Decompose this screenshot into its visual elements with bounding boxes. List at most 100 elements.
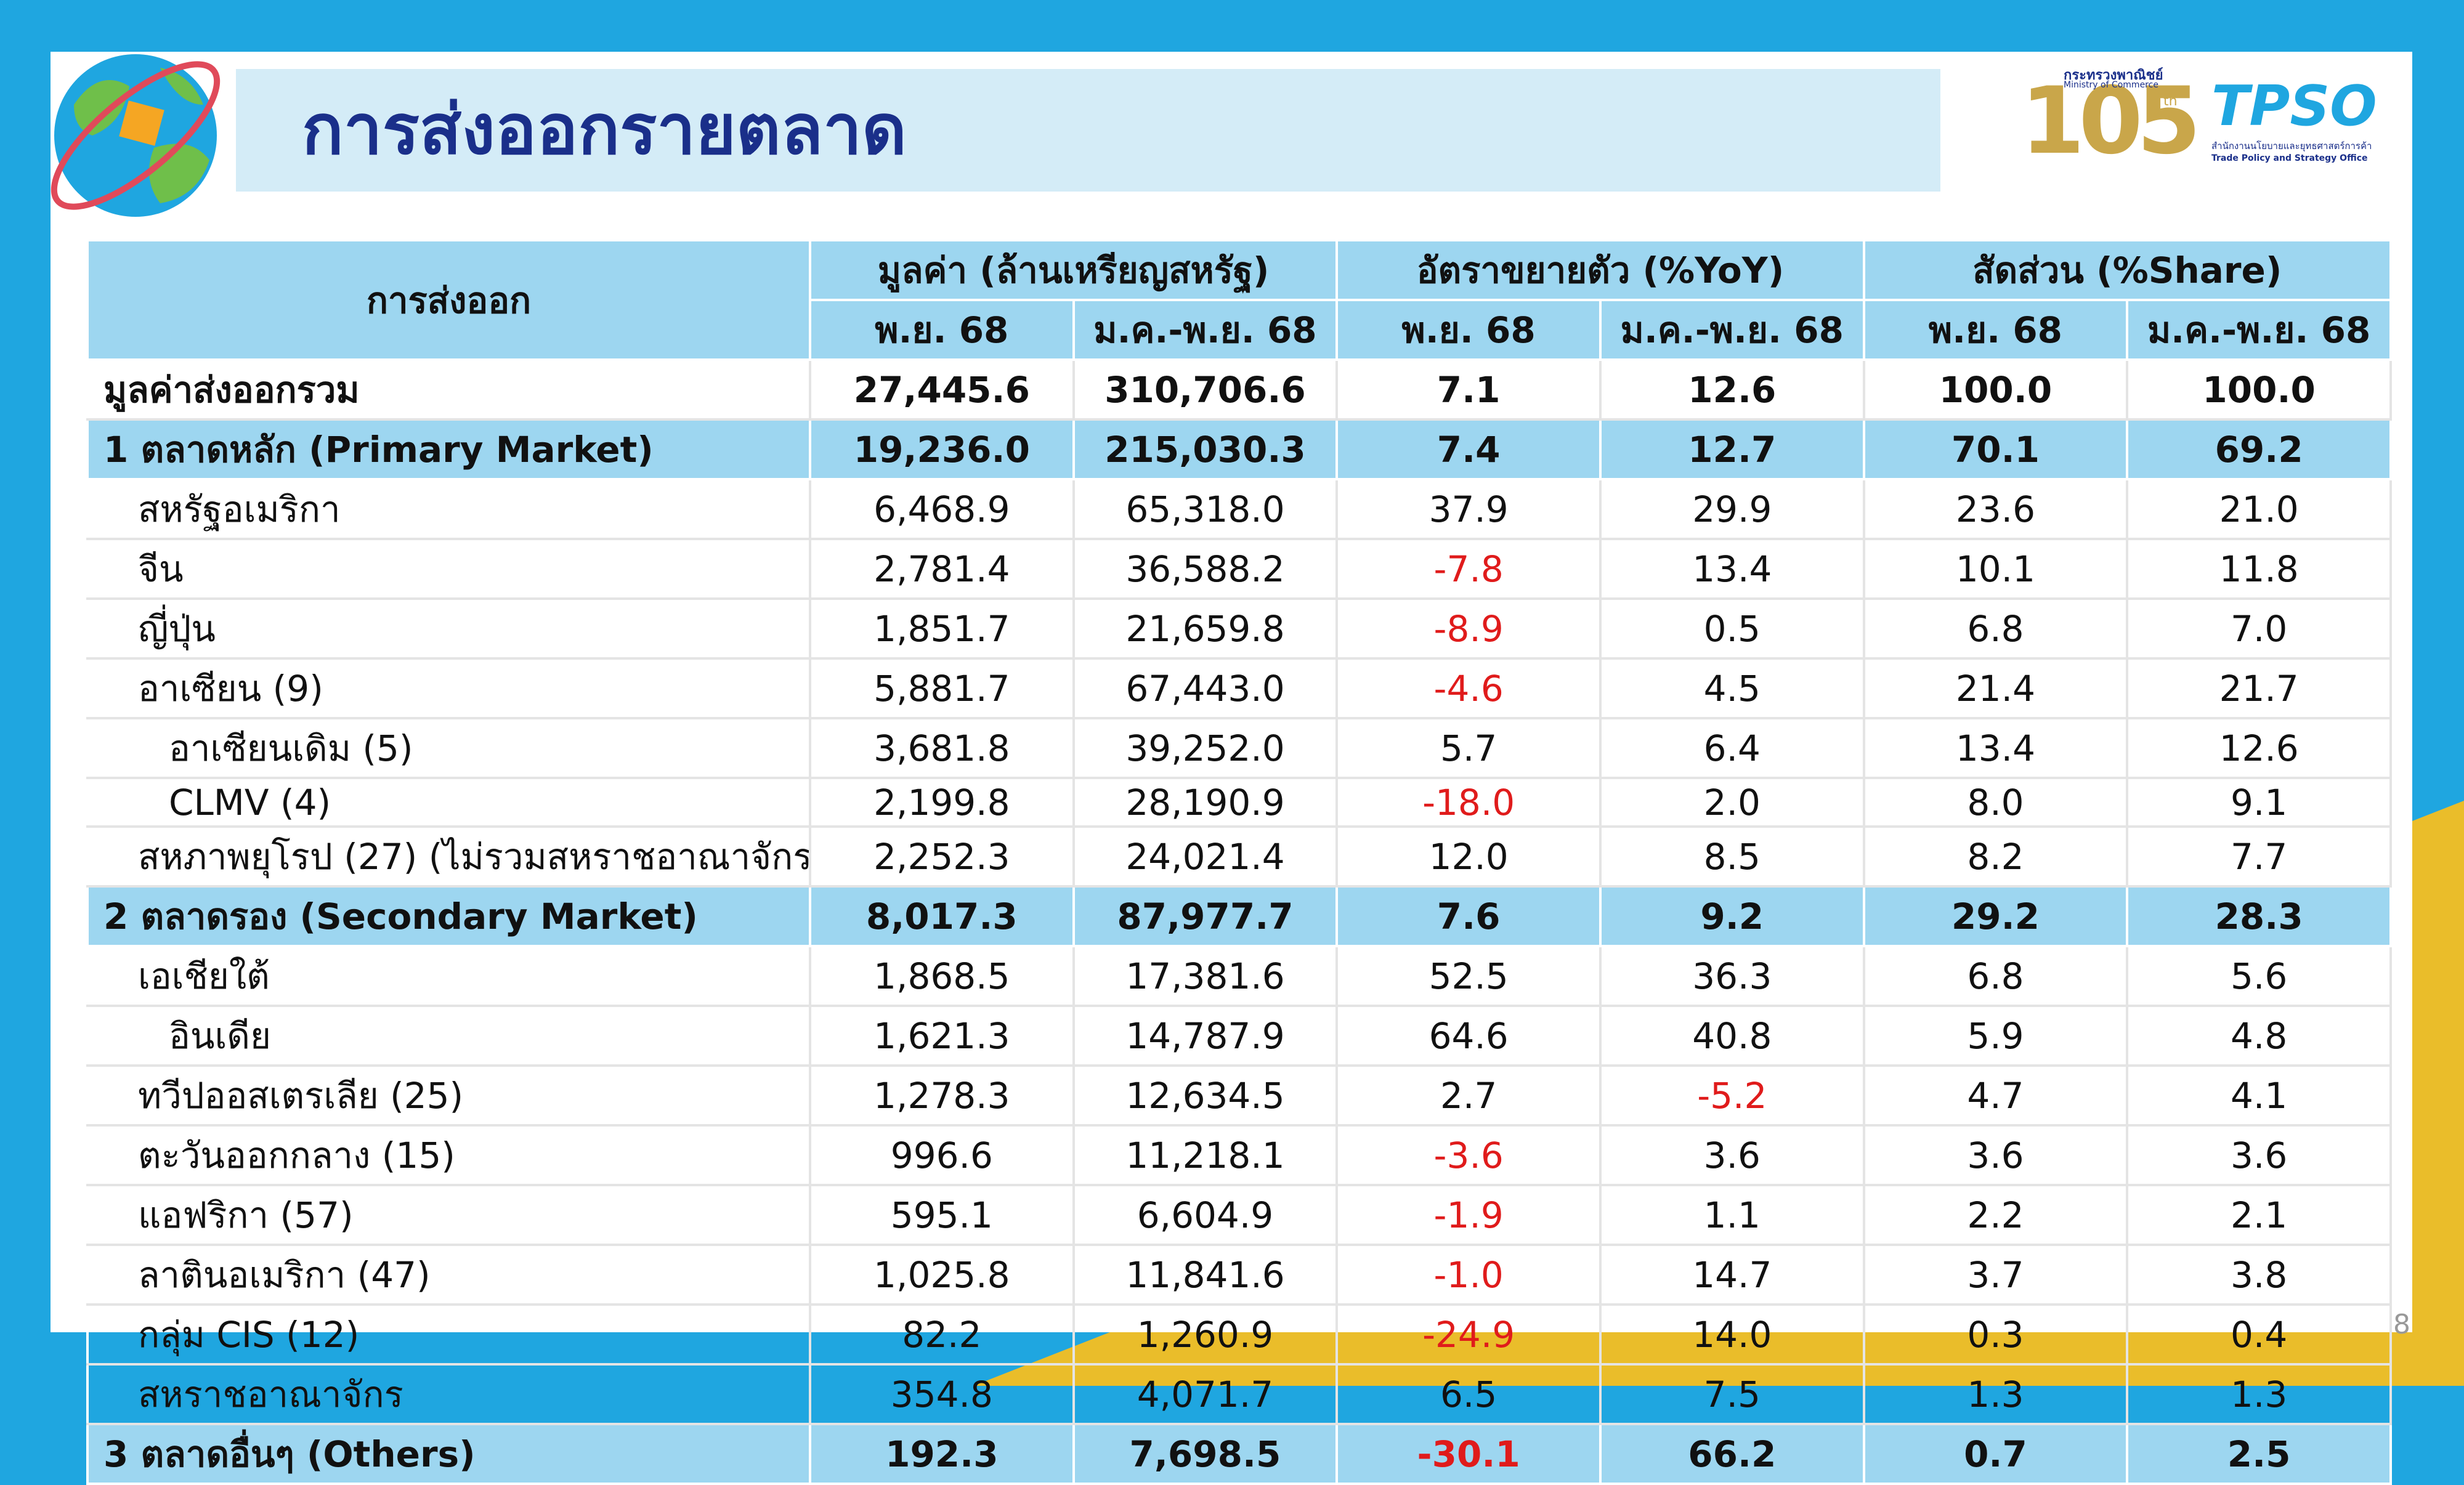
cell: 6.5 — [1335, 1363, 1602, 1425]
row-label: จีน — [86, 538, 811, 600]
moc-logo: 105 th กระทรวงพาณิชย์ Ministry of Commer… — [2020, 62, 2201, 175]
tpso-name-en: Trade Policy and Strategy Office — [2211, 153, 2368, 163]
group-header: อัตราขยายตัว (%YoY) — [1335, 239, 1865, 301]
row-label: 2 ตลาดรอง (Secondary Market) — [86, 885, 811, 947]
row-label: CLMV (4) — [86, 777, 811, 828]
cell: 192.3 — [809, 1423, 1075, 1485]
cell: 3.6 — [1862, 1124, 2129, 1186]
cell: 21.0 — [2126, 478, 2392, 540]
cell: 40.8 — [1599, 1005, 1865, 1067]
cell: 3.7 — [1862, 1244, 2129, 1306]
table-body: มูลค่าส่งออกรวม 27,445.6 310,706.6 7.1 12.6 1… — [86, 358, 2392, 1485]
row-label: ญี่ปุ่น — [86, 597, 811, 660]
cell: 21.4 — [1862, 657, 2129, 719]
cell: 12.0 — [1335, 825, 1602, 888]
cell: 3,681.8 — [809, 717, 1075, 779]
cell: 7.7 — [2126, 825, 2392, 888]
cell: 14.0 — [1599, 1303, 1865, 1366]
cell: 19,236.0 — [809, 418, 1075, 480]
cell: 8.0 — [1862, 777, 2129, 828]
cell: 10.1 — [1862, 538, 2129, 600]
header-row: การส่งออก มูลค่า (ล้านเหรียญสหรัฐ) อัตราข… — [86, 239, 2393, 361]
cell: 354.8 — [809, 1363, 1075, 1425]
cell: -1.9 — [1335, 1184, 1602, 1246]
cell: 23.6 — [1862, 478, 2129, 540]
cell: 3.6 — [1599, 1124, 1865, 1186]
moc-number: 105 — [2020, 68, 2201, 175]
table-row: เอเชียใต้ 1,868.5 17,381.6 52.5 36.3 6.8 5.6 — [86, 945, 2392, 1007]
cell: 12.6 — [2126, 717, 2392, 779]
cell: 12,634.5 — [1072, 1064, 1339, 1127]
globe-icon — [51, 54, 221, 217]
cell: 0.4 — [2126, 1303, 2392, 1366]
subheader: พ.ย. 68 — [1335, 299, 1602, 361]
cell: 28.3 — [2126, 885, 2392, 947]
cell: 2.1 — [2126, 1184, 2392, 1246]
table-row: 3 ตลาดอื่นๆ (Others) 192.3 7,698.5 -30.1 66.… — [86, 1423, 2392, 1485]
cell: 21.7 — [2126, 657, 2392, 719]
cell: 8.2 — [1862, 825, 2129, 888]
table-row: ตะวันออกกลาง (15) 996.6 11,218.1 -3.6 3.6 3.6… — [86, 1124, 2392, 1186]
cell: 1.3 — [1862, 1363, 2129, 1425]
cell: 2.7 — [1335, 1064, 1602, 1127]
export-table: การส่งออก มูลค่า (ล้านเหรียญสหรัฐ) อัตราข… — [86, 239, 2393, 1485]
cell: 7.1 — [1335, 358, 1602, 421]
row-label: ทวีปออสเตรเลีย (25) — [86, 1064, 811, 1127]
cell: -30.1 — [1335, 1423, 1602, 1485]
table-row: ญี่ปุ่น 1,851.7 21,659.8 -8.9 0.5 6.8 7.0 — [86, 597, 2392, 660]
cell: 5.9 — [1862, 1005, 2129, 1067]
table-row: สหภาพยุโรป (27) (ไม่รวมสหราชอาณาจักร) 2,2… — [86, 825, 2392, 888]
row-label: อาเซียน (9) — [86, 657, 811, 719]
cell: -24.9 — [1335, 1303, 1602, 1366]
table-row: สหราชอาณาจักร 354.8 4,071.7 6.5 7.5 1.3 1.3 — [86, 1363, 2392, 1425]
cell: 4.5 — [1599, 657, 1865, 719]
cell: 69.2 — [2126, 418, 2392, 480]
cell: 14.7 — [1599, 1244, 1865, 1306]
row-label: มูลค่าส่งออกรวม — [86, 358, 811, 421]
cell: 11,218.1 — [1072, 1124, 1339, 1186]
row-label: 1 ตลาดหลัก (Primary Market) — [86, 418, 811, 480]
table-row: มูลค่าส่งออกรวม 27,445.6 310,706.6 7.1 12.6 1… — [86, 358, 2392, 421]
cell: -18.0 — [1335, 777, 1602, 828]
cell: 14,787.9 — [1072, 1005, 1339, 1067]
cell: 310,706.6 — [1072, 358, 1339, 421]
group-header: สัดส่วน (%Share) — [1862, 239, 2393, 301]
cell: -5.2 — [1599, 1064, 1865, 1127]
cell: 70.1 — [1862, 418, 2129, 480]
cell: 5.7 — [1335, 717, 1602, 779]
cell: 6.8 — [1862, 597, 2129, 660]
cell: 21,659.8 — [1072, 597, 1339, 660]
row-label: อินเดีย — [86, 1005, 811, 1067]
cell: 7,698.5 — [1072, 1423, 1339, 1485]
slide: การส่งออกรายตลาด 105 th กระทรวงพาณิชย์ M… — [51, 52, 2464, 1485]
table-row: จีน 2,781.4 36,588.2 -7.8 13.4 10.1 11.8 — [86, 538, 2392, 600]
cell: 64.6 — [1335, 1005, 1602, 1067]
tpso-name: TPSO — [2211, 74, 2377, 139]
cell: 8.5 — [1599, 825, 1865, 888]
table-row: กลุ่ม CIS (12) 82.2 1,260.9 -24.9 14.0 0.3 0.4 — [86, 1303, 2392, 1366]
cell: 39,252.0 — [1072, 717, 1339, 779]
table-row: ลาตินอเมริกา (47) 1,025.8 11,841.6 -1.0 14.7… — [86, 1244, 2392, 1306]
row-label: ลาตินอเมริกา (47) — [86, 1244, 811, 1306]
cell: -4.6 — [1335, 657, 1602, 719]
title-band — [236, 69, 1940, 192]
cell: 100.0 — [1862, 358, 2129, 421]
row-label: สหราชอาณาจักร — [86, 1363, 811, 1425]
moc-name-th: กระทรวงพาณิชย์ — [2064, 68, 2163, 83]
row-label: แอฟริกา (57) — [86, 1184, 811, 1246]
cell: 7.5 — [1599, 1363, 1865, 1425]
cell: 67,443.0 — [1072, 657, 1339, 719]
cell: 3.6 — [2126, 1124, 2392, 1186]
title: การส่งออกรายตลาด — [302, 90, 907, 170]
subheader: พ.ย. 68 — [809, 299, 1075, 361]
cell: 2,199.8 — [809, 777, 1075, 828]
cell: 12.6 — [1599, 358, 1865, 421]
cell: 24,021.4 — [1072, 825, 1339, 888]
cell: 27,445.6 — [809, 358, 1075, 421]
cell: 37.9 — [1335, 478, 1602, 540]
cell: 5,881.7 — [809, 657, 1075, 719]
cell: 215,030.3 — [1072, 418, 1339, 480]
row-label: อาเซียนเดิม (5) — [86, 717, 811, 779]
cell: 3.8 — [2126, 1244, 2392, 1306]
row-label: สหภาพยุโรป (27) (ไม่รวมสหราชอาณาจักร) — [86, 825, 811, 888]
